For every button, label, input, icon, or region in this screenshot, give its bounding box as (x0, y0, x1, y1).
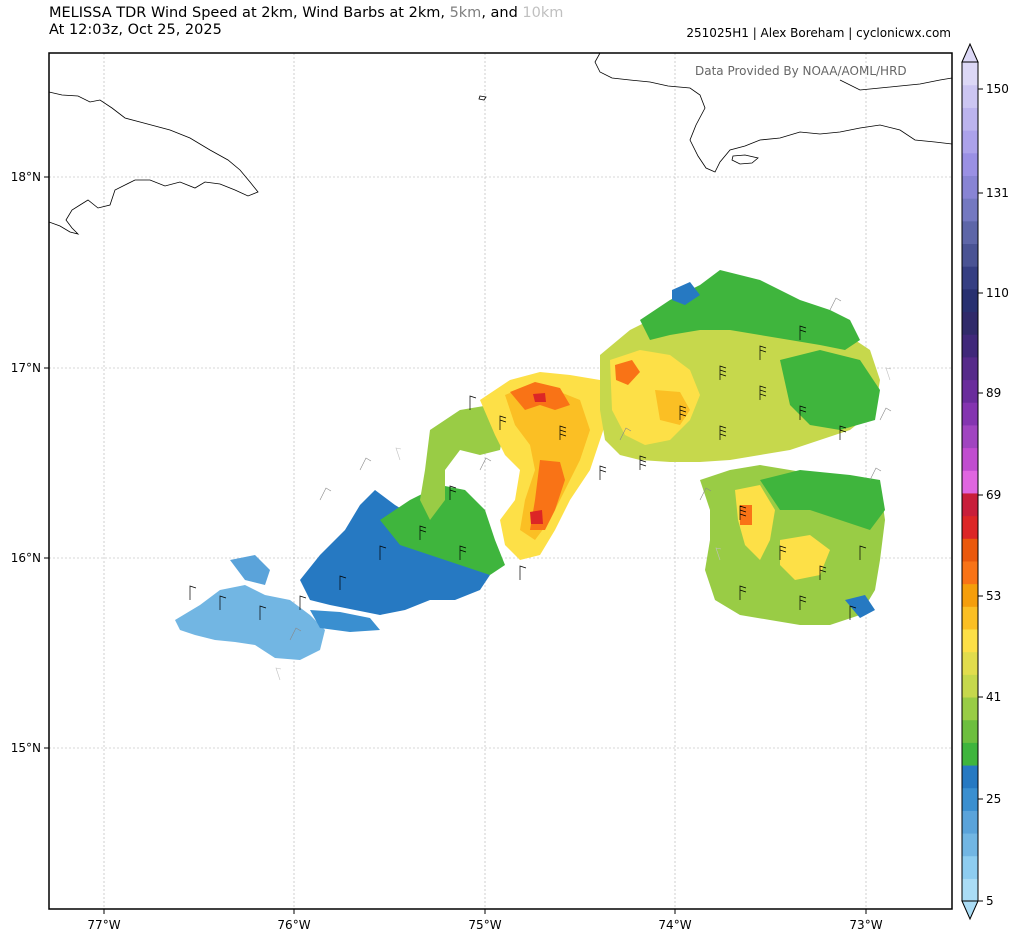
lat-ticks (44, 176, 49, 749)
title-and-text: , and (481, 5, 523, 21)
lat-label-18n: 18°N (11, 170, 41, 184)
colorbar-label-41: 41 (986, 690, 1001, 704)
colorbar-segment (962, 538, 978, 562)
colorbar-segment (962, 810, 978, 834)
title-10km-text: 10km (522, 5, 564, 21)
colorbar-segment (962, 175, 978, 199)
wind-speed-field (175, 270, 885, 660)
map-title: MELISSA TDR Wind Speed at 2km, Wind Barb… (49, 5, 563, 39)
gonave-island-coastline (731, 154, 759, 165)
colorbar-segment (962, 84, 978, 108)
lon-label-73w: 73°W (849, 918, 882, 932)
title-main-text: MELISSA TDR Wind Speed at 2km, Wind Barb… (49, 5, 450, 21)
colorbar-segment (962, 696, 978, 721)
lon-label-76w: 76°W (277, 918, 310, 932)
colorbar-segment (962, 832, 978, 857)
lon-ticks (103, 909, 867, 914)
colorbar-label-53: 53 (986, 589, 1001, 603)
colorbar-segment (962, 628, 978, 653)
jamaica-coastline (49, 91, 259, 235)
colorbar-label-89: 89 (986, 386, 1001, 400)
map-plot-area (49, 53, 952, 909)
colorbar-label-150: 150 (986, 82, 1009, 96)
colorbar-label-110: 110 (986, 286, 1009, 300)
title-time: At 12:03z, Oct 25, 2025 (49, 22, 222, 38)
colorbar-segment (962, 719, 978, 743)
coastlines (49, 53, 952, 235)
colorbar-segment (962, 560, 978, 585)
colorbar-segment (962, 470, 978, 494)
lon-label-77w: 77°W (87, 918, 120, 932)
colorbar-extend-max (961, 42, 979, 63)
wind-barbs-10km (275, 367, 892, 681)
colorbar (961, 42, 983, 921)
colorbar-segment (962, 130, 978, 154)
colorbar-segment (962, 515, 978, 539)
colorbar-segment (962, 424, 978, 449)
colorbar-segment (962, 220, 978, 245)
lon-label-74w: 74°W (658, 918, 691, 932)
colorbar-segment (962, 583, 978, 607)
haiti-north-coastline (839, 77, 952, 91)
wind-barbs (189, 325, 867, 620)
colorbar-segment (962, 492, 978, 517)
lat-label-15n: 15°N (11, 741, 41, 755)
colorbar-segment (962, 764, 978, 789)
colorbar-label-5: 5 (986, 894, 994, 908)
colorbar-segment (962, 334, 978, 358)
colorbar-segment (962, 266, 978, 290)
lat-tick-labels: 18°N 17°N 16°N 15°N (11, 170, 41, 755)
map-frame (48, 52, 953, 910)
credit-text: 251025H1 | Alex Boreham | cyclonicwx.com (686, 26, 951, 40)
colorbar-segment (962, 651, 978, 675)
colorbar-label-25: 25 (986, 792, 1001, 806)
colorbar-segment (962, 152, 978, 176)
lat-label-16n: 16°N (11, 551, 41, 565)
colorbar-segment (962, 855, 978, 879)
colorbar-segment (962, 878, 978, 902)
colorbar-segment (962, 606, 978, 630)
colorbar-tick-labels: 150 131 110 89 69 53 41 25 5 (986, 82, 1009, 908)
title-line-1: MELISSA TDR Wind Speed at 2km, Wind Barb… (49, 5, 563, 22)
title-5km-text: 5km (449, 5, 482, 21)
colorbar-segment (962, 311, 978, 335)
lon-tick-labels: 77°W 76°W 75°W 74°W 73°W (87, 918, 882, 932)
colorbar-label-69: 69 (986, 488, 1001, 502)
colorbar-segment (962, 787, 978, 811)
colorbar-segment (962, 288, 978, 313)
colorbar-segment (962, 447, 978, 471)
colorbar-segment (962, 402, 978, 426)
wind-barbs-5km (289, 297, 892, 641)
colorbar-segment (962, 356, 978, 381)
colorbar-segment (962, 243, 978, 267)
colorbar-segment (962, 674, 978, 698)
colorbar-frame (961, 61, 979, 902)
colorbar-segment (962, 379, 978, 403)
colorbar-segment (962, 742, 978, 766)
colorbar-segment (962, 62, 978, 86)
haiti-coastline (594, 53, 952, 173)
colorbar-label-131: 131 (986, 186, 1009, 200)
lat-label-17n: 17°N (11, 361, 41, 375)
colorbar-segment (962, 198, 978, 222)
colorbar-extend-min (961, 900, 979, 921)
colorbar-segment (962, 107, 978, 131)
data-provider-note: Data Provided By NOAA/AOML/HRD (695, 64, 907, 78)
lon-label-75w: 75°W (468, 918, 501, 932)
